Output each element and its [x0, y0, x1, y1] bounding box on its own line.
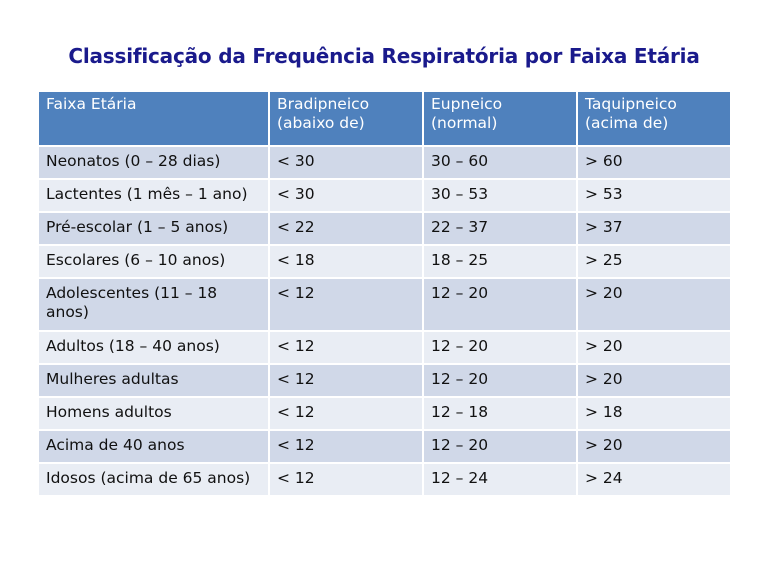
table-row: Lactentes (1 mês – 1 ano) < 30 30 – 53 >…	[39, 179, 730, 213]
cell-taquipneico: > 20	[577, 331, 730, 365]
table-row: Homens adultos < 12 12 – 18 > 18	[39, 397, 730, 431]
cell-age-group: Acima de 40 anos	[39, 430, 270, 464]
cell-taquipneico: > 25	[577, 245, 730, 279]
table-row: Pré-escolar (1 – 5 anos) < 22 22 – 37 > …	[39, 212, 730, 246]
table-row: Acima de 40 anos < 12 12 – 20 > 20	[39, 430, 730, 464]
table-row: Adultos (18 – 40 anos) < 12 12 – 20 > 20	[39, 331, 730, 365]
cell-age-group: Lactentes (1 mês – 1 ano)	[39, 179, 270, 213]
cell-age-group: Homens adultos	[39, 397, 270, 431]
cell-eupneico: 12 – 20	[423, 364, 578, 398]
cell-age-group: Neonatos (0 – 28 dias)	[39, 146, 270, 180]
cell-taquipneico: > 20	[577, 278, 730, 332]
header-taquipneico: Taquipneico (acima de)	[577, 92, 730, 147]
table-row: Mulheres adultas < 12 12 – 20 > 20	[39, 364, 730, 398]
table-row: Adolescentes (11 – 18 anos) < 12 12 – 20…	[39, 278, 730, 332]
cell-bradipneico: < 12	[269, 364, 424, 398]
cell-eupneico: 12 – 18	[423, 397, 578, 431]
cell-bradipneico: < 12	[269, 331, 424, 365]
respiratory-rate-table: Faixa Etária Bradipneico (abaixo de) Eup…	[39, 92, 730, 497]
table-row: Neonatos (0 – 28 dias) < 30 30 – 60 > 60	[39, 146, 730, 180]
table-row: Idosos (acima de 65 anos) < 12 12 – 24 >…	[39, 463, 730, 497]
cell-age-group: Adolescentes (11 – 18 anos)	[39, 278, 270, 332]
cell-taquipneico: > 60	[577, 146, 730, 180]
slide-title: Classificação da Frequência Respiratória…	[68, 44, 700, 68]
cell-eupneico: 12 – 24	[423, 463, 578, 497]
cell-bradipneico: < 12	[269, 463, 424, 497]
cell-bradipneico: < 12	[269, 397, 424, 431]
cell-taquipneico: > 24	[577, 463, 730, 497]
cell-taquipneico: > 20	[577, 364, 730, 398]
header-bradipneico: Bradipneico (abaixo de)	[269, 92, 424, 147]
header-eupneico: Eupneico (normal)	[423, 92, 578, 147]
cell-age-group: Adultos (18 – 40 anos)	[39, 331, 270, 365]
cell-eupneico: 12 – 20	[423, 278, 578, 332]
cell-bradipneico: < 22	[269, 212, 424, 246]
cell-age-group: Idosos (acima de 65 anos)	[39, 463, 270, 497]
cell-eupneico: 30 – 53	[423, 179, 578, 213]
cell-age-group: Escolares (6 – 10 anos)	[39, 245, 270, 279]
cell-taquipneico: > 37	[577, 212, 730, 246]
cell-age-group: Pré-escolar (1 – 5 anos)	[39, 212, 270, 246]
header-faixa-etaria: Faixa Etária	[39, 92, 270, 147]
cell-taquipneico: > 53	[577, 179, 730, 213]
cell-taquipneico: > 20	[577, 430, 730, 464]
cell-eupneico: 12 – 20	[423, 430, 578, 464]
cell-eupneico: 18 – 25	[423, 245, 578, 279]
table-row: Escolares (6 – 10 anos) < 18 18 – 25 > 2…	[39, 245, 730, 279]
cell-age-group: Mulheres adultas	[39, 364, 270, 398]
cell-bradipneico: < 30	[269, 179, 424, 213]
cell-taquipneico: > 18	[577, 397, 730, 431]
table-header-row: Faixa Etária Bradipneico (abaixo de) Eup…	[39, 92, 730, 147]
cell-bradipneico: < 18	[269, 245, 424, 279]
cell-bradipneico: < 12	[269, 430, 424, 464]
cell-bradipneico: < 30	[269, 146, 424, 180]
cell-eupneico: 30 – 60	[423, 146, 578, 180]
cell-bradipneico: < 12	[269, 278, 424, 332]
cell-eupneico: 12 – 20	[423, 331, 578, 365]
cell-eupneico: 22 – 37	[423, 212, 578, 246]
